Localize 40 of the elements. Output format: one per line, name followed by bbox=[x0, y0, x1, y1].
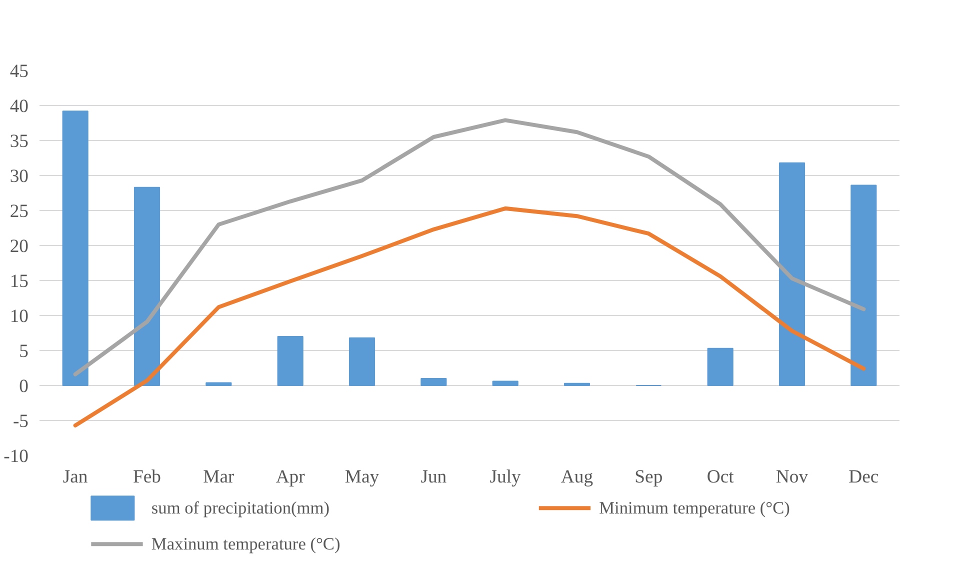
x-tick-label: Dec bbox=[848, 466, 879, 488]
x-tick-label: Nov bbox=[776, 466, 809, 488]
y-tick-label: -5 bbox=[12, 411, 29, 432]
y-tick-label: 25 bbox=[10, 201, 28, 222]
legend-label: sum of precipitation(mm) bbox=[151, 498, 330, 518]
y-tick-label: 20 bbox=[10, 236, 28, 257]
bar bbox=[850, 184, 877, 386]
y-tick-label: 10 bbox=[10, 306, 28, 327]
y-tick-label: 15 bbox=[10, 271, 28, 292]
x-tick-label: May bbox=[344, 466, 380, 488]
x-tick-label: Sep bbox=[634, 466, 663, 488]
bar bbox=[277, 336, 304, 386]
legend-label: Minimum temperature (°C) bbox=[599, 498, 790, 518]
legend-label: Maxinum temperature (°C) bbox=[151, 534, 340, 554]
bar bbox=[564, 382, 590, 386]
y-tick-label: 5 bbox=[19, 341, 28, 362]
x-tick-label: Oct bbox=[706, 466, 735, 488]
bar bbox=[778, 162, 806, 386]
x-tick-label: Jan bbox=[62, 466, 88, 488]
x-tick-label: Jun bbox=[420, 466, 448, 488]
y-tick-label: 45 bbox=[10, 61, 28, 82]
x-tick-label: Feb bbox=[133, 466, 161, 488]
y-tick-label: 35 bbox=[10, 131, 28, 152]
x-tick-label: July bbox=[490, 466, 522, 488]
y-tick-label: -10 bbox=[4, 446, 29, 467]
x-tick-label: Apr bbox=[276, 466, 306, 488]
bar bbox=[206, 382, 232, 386]
bar bbox=[707, 348, 734, 386]
line-series bbox=[73, 118, 866, 376]
bar bbox=[492, 380, 518, 386]
x-tick-label: Aug bbox=[560, 466, 594, 488]
x-tick-label: Mar bbox=[203, 466, 235, 488]
bar bbox=[348, 337, 376, 386]
y-tick-label: 0 bbox=[19, 376, 28, 397]
y-tick-label: 40 bbox=[10, 96, 28, 117]
y-tick-label: 30 bbox=[10, 166, 28, 187]
bar bbox=[134, 186, 160, 386]
line-series bbox=[73, 206, 866, 428]
bar bbox=[420, 378, 447, 386]
bar bbox=[62, 110, 88, 386]
